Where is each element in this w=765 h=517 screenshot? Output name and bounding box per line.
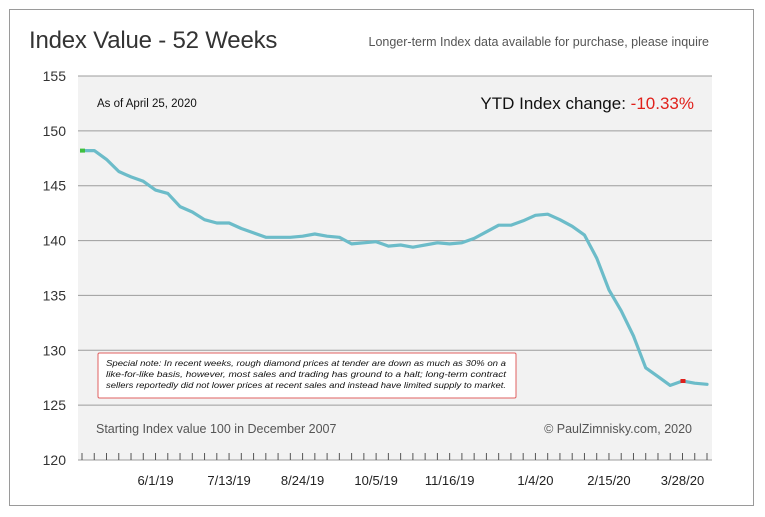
x-tick-label: 7/13/19	[207, 473, 250, 488]
y-tick-label: 150	[43, 123, 67, 139]
x-tick-label: 8/24/19	[281, 473, 324, 488]
chart-title: Index Value - 52 Weeks	[29, 27, 278, 54]
x-tick-label: 11/16/19	[425, 473, 475, 488]
end-marker	[680, 379, 686, 384]
special-note-line: sellers reportedly did not lower prices …	[106, 381, 506, 390]
x-tick-label: 6/1/19	[137, 473, 173, 488]
x-tick-label: 10/5/19	[354, 473, 397, 488]
special-note-line: Special note: In recent weeks, rough dia…	[106, 359, 507, 368]
y-tick-label: 130	[43, 342, 67, 358]
chart-subtitle: Longer-term Index data available for pur…	[368, 35, 710, 49]
ytd-label: YTD Index change:	[480, 94, 630, 113]
ytd-value: -10.33%	[631, 94, 694, 113]
series-line	[80, 149, 709, 387]
ytd-change: YTD Index change: -10.33%	[480, 94, 694, 113]
special-note-box	[97, 352, 517, 399]
x-tick-label: 3/28/20	[661, 473, 704, 488]
x-tick-label: 1/4/20	[517, 473, 553, 488]
y-tick-label: 155	[43, 68, 67, 84]
y-tick-label: 120	[43, 452, 67, 468]
plot-area	[78, 76, 712, 460]
start-marker	[80, 148, 85, 153]
y-tick-label: 145	[43, 178, 67, 194]
footer-left: Starting Index value 100 in December 200…	[96, 422, 336, 436]
x-tick-label: 2/15/20	[587, 473, 630, 488]
special-note-line: like-for-like basis, however, most sales…	[106, 370, 507, 379]
y-tick-label: 125	[43, 397, 67, 413]
y-tick-label: 140	[43, 233, 67, 249]
footer-right: © PaulZimnisky.com, 2020	[544, 422, 692, 436]
y-tick-label: 135	[43, 287, 67, 303]
as-of-label: As of April 25, 2020	[97, 98, 197, 110]
